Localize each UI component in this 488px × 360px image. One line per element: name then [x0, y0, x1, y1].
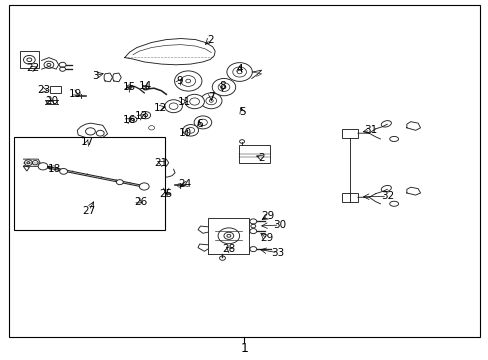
Text: 28: 28 — [222, 244, 235, 254]
Text: 4: 4 — [236, 64, 243, 74]
Circle shape — [60, 168, 67, 174]
Bar — [50, 86, 61, 93]
Bar — [342, 129, 357, 138]
Bar — [238, 145, 270, 163]
Text: 29: 29 — [261, 211, 274, 221]
Circle shape — [200, 93, 222, 109]
Text: 23: 23 — [37, 85, 51, 95]
Text: 18: 18 — [48, 164, 61, 174]
Text: 26: 26 — [134, 197, 147, 207]
Text: 20: 20 — [45, 96, 58, 106]
Text: 6: 6 — [196, 119, 203, 129]
Circle shape — [139, 183, 149, 190]
Text: 17: 17 — [80, 137, 94, 147]
Bar — [342, 193, 357, 202]
Text: 24: 24 — [178, 179, 191, 189]
Circle shape — [226, 63, 252, 81]
Text: 11: 11 — [178, 96, 191, 107]
Text: 33: 33 — [270, 248, 284, 258]
Text: 3: 3 — [92, 71, 99, 81]
Bar — [14, 137, 165, 230]
Text: 19: 19 — [69, 89, 82, 99]
Text: 10: 10 — [179, 128, 192, 138]
Circle shape — [212, 78, 235, 96]
Circle shape — [164, 100, 182, 113]
Text: 7: 7 — [207, 92, 214, 102]
Text: 22: 22 — [26, 63, 40, 73]
Text: 25: 25 — [159, 189, 173, 199]
Text: 9: 9 — [176, 76, 183, 86]
Circle shape — [194, 116, 211, 129]
Text: 14: 14 — [139, 81, 152, 91]
Text: 15: 15 — [122, 82, 136, 93]
Text: 2: 2 — [206, 35, 213, 45]
Text: 30: 30 — [273, 220, 285, 230]
Text: 5: 5 — [238, 107, 245, 117]
Text: 31: 31 — [363, 125, 377, 135]
Text: 16: 16 — [122, 114, 136, 125]
Circle shape — [116, 180, 123, 185]
Text: 13: 13 — [135, 111, 148, 121]
Circle shape — [183, 125, 198, 136]
Text: 12: 12 — [153, 103, 167, 113]
Text: 2: 2 — [258, 153, 264, 163]
Circle shape — [184, 94, 204, 109]
Text: 21: 21 — [153, 158, 167, 168]
Circle shape — [38, 163, 48, 170]
Circle shape — [174, 71, 202, 91]
Text: 32: 32 — [380, 191, 393, 201]
Text: 27: 27 — [82, 206, 96, 216]
Text: 8: 8 — [219, 81, 225, 91]
Text: 1: 1 — [240, 342, 248, 355]
Bar — [20, 51, 39, 68]
Text: 29: 29 — [259, 233, 273, 243]
